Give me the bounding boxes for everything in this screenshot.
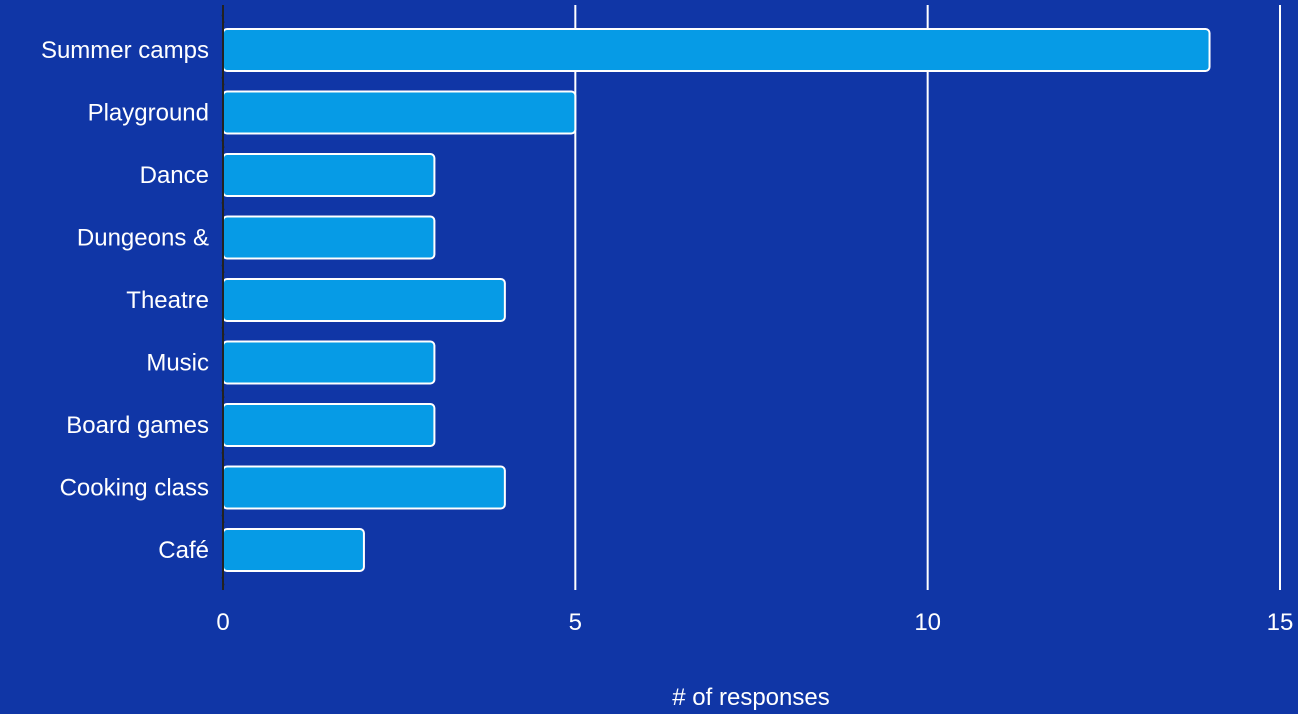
y-tick-6	[221, 389, 225, 398]
x-axis-tick-labels: 0 5 10 15	[216, 609, 1293, 636]
category-label-7: Cooking class	[60, 475, 209, 502]
category-label-5: Music	[146, 350, 209, 377]
category-label-8: Café	[158, 537, 209, 564]
category-label-1: Playground	[88, 100, 209, 127]
bars	[222, 28, 1211, 572]
bar-8	[222, 528, 365, 572]
y-tick-0	[221, 14, 225, 23]
bar-5	[222, 340, 436, 385]
y-tick-3	[221, 202, 225, 211]
bar-7	[222, 465, 506, 510]
category-label-3: Dungeons &	[77, 225, 209, 252]
category-label-0: Summer camps	[41, 37, 209, 64]
y-tick-9	[221, 577, 225, 586]
x-tick-label-10: 10	[914, 609, 941, 636]
category-label-4: Theatre	[126, 287, 209, 314]
category-label-2: Dance	[140, 162, 209, 189]
y-tick-1	[221, 77, 225, 86]
y-tick-5	[221, 327, 225, 336]
x-tick-label-15: 15	[1267, 609, 1294, 636]
bar-2	[222, 153, 436, 197]
x-tick-label-0: 0	[216, 609, 229, 636]
y-axis-ticks	[221, 5, 225, 590]
x-axis-title: # of responses	[672, 684, 829, 711]
y-tick-8	[221, 514, 225, 523]
gridlines	[574, 5, 1281, 590]
y-tick-4	[221, 264, 225, 273]
bar-0	[222, 28, 1211, 72]
y-tick-7	[221, 452, 225, 461]
category-labels: Summer camps Playground Dance Dungeons & The…	[41, 37, 209, 564]
bar-4	[222, 278, 506, 322]
category-label-6: Board games	[66, 412, 209, 439]
bar-1	[222, 90, 577, 135]
bar-3	[222, 215, 436, 260]
bar-6	[222, 403, 436, 447]
y-tick-2	[221, 139, 225, 148]
x-tick-label-5: 5	[569, 609, 582, 636]
